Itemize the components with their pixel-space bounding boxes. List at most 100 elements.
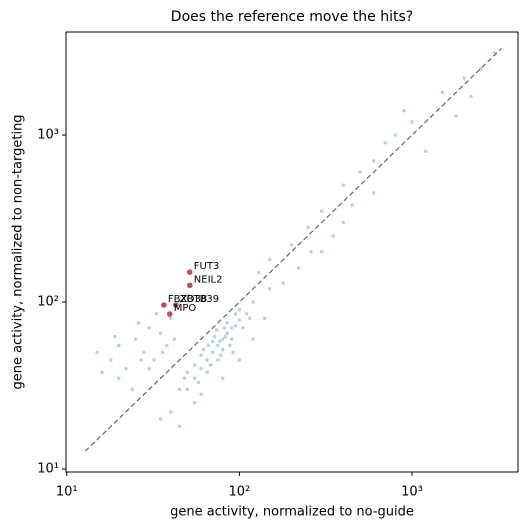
highlight-point bbox=[186, 269, 193, 275]
data-point bbox=[229, 326, 234, 330]
data-point bbox=[109, 358, 113, 362]
data-point bbox=[440, 90, 445, 95]
data-point bbox=[158, 416, 163, 421]
data-point bbox=[233, 312, 238, 316]
data-point bbox=[267, 287, 272, 291]
data-point bbox=[177, 300, 182, 304]
data-point bbox=[244, 312, 249, 316]
data-point bbox=[371, 159, 376, 163]
data-point bbox=[289, 243, 294, 247]
data-point bbox=[192, 363, 197, 367]
data-point bbox=[192, 400, 197, 405]
data-point bbox=[220, 376, 225, 380]
data-point bbox=[296, 266, 301, 270]
data-point bbox=[196, 380, 201, 385]
data-point bbox=[309, 249, 313, 254]
data-point bbox=[210, 339, 215, 344]
data-point bbox=[251, 337, 255, 341]
data-point bbox=[177, 387, 182, 392]
data-point bbox=[228, 343, 232, 348]
x-tick-label: 10² bbox=[229, 485, 251, 500]
data-point bbox=[116, 376, 121, 380]
data-point bbox=[168, 410, 173, 414]
data-point bbox=[319, 249, 324, 254]
data-point bbox=[358, 170, 362, 174]
data-point bbox=[393, 133, 398, 137]
data-point bbox=[113, 334, 117, 339]
data-point bbox=[216, 343, 220, 348]
identity-line bbox=[84, 48, 502, 452]
y-tick-label: 10² bbox=[37, 295, 59, 310]
data-point bbox=[220, 337, 225, 341]
data-point bbox=[100, 370, 104, 375]
data-point bbox=[205, 358, 209, 362]
highlight-point bbox=[166, 311, 173, 317]
point-label: NEIL2 bbox=[194, 274, 223, 285]
data-point bbox=[185, 293, 190, 297]
data-point bbox=[182, 376, 187, 380]
data-point bbox=[185, 370, 190, 375]
x-tick-label: 10¹ bbox=[56, 485, 78, 500]
highlight-point bbox=[172, 302, 179, 308]
data-point bbox=[462, 76, 466, 80]
data-point bbox=[454, 114, 458, 118]
data-point bbox=[136, 321, 141, 325]
data-point bbox=[267, 257, 272, 262]
x-axis-label: gene activity, normalized to no-guide bbox=[170, 505, 414, 520]
data-point bbox=[423, 149, 428, 154]
data-point bbox=[402, 108, 406, 113]
data-point bbox=[206, 343, 211, 348]
data-point bbox=[331, 233, 336, 238]
point-label: ZBTB39 bbox=[180, 294, 219, 305]
data-point bbox=[177, 424, 182, 429]
point-label: FBXO38 bbox=[168, 294, 207, 305]
data-point bbox=[248, 316, 252, 321]
data-point bbox=[210, 350, 215, 355]
data-point bbox=[225, 321, 230, 325]
data-point bbox=[469, 94, 473, 99]
data-point bbox=[225, 331, 230, 336]
data-point bbox=[147, 366, 151, 371]
x-tick-label: 10³ bbox=[401, 485, 423, 500]
data-point bbox=[383, 140, 388, 145]
y-tick-label: 10³ bbox=[37, 128, 59, 143]
chart-title: Does the reference move the hits? bbox=[171, 9, 413, 25]
data-point bbox=[212, 334, 217, 339]
data-point bbox=[208, 363, 213, 367]
data-point bbox=[220, 347, 225, 352]
point-label: MPO bbox=[174, 303, 197, 314]
data-point bbox=[130, 387, 135, 392]
data-point bbox=[154, 312, 159, 316]
data-point bbox=[199, 392, 203, 397]
data-point bbox=[241, 326, 245, 330]
data-point bbox=[251, 300, 255, 304]
data-point bbox=[237, 307, 242, 312]
data-point bbox=[139, 358, 144, 362]
data-point bbox=[95, 350, 99, 355]
data-point bbox=[233, 324, 238, 328]
data-point bbox=[281, 281, 286, 285]
data-point bbox=[199, 366, 203, 371]
data-point bbox=[185, 387, 190, 392]
data-point bbox=[133, 337, 138, 341]
point-label: FUT3 bbox=[194, 261, 220, 272]
data-point bbox=[257, 270, 261, 275]
data-point bbox=[410, 120, 414, 124]
data-point bbox=[217, 339, 222, 344]
highlight-point bbox=[186, 282, 193, 289]
y-axis-label: gene activity, normalized to non-targeti… bbox=[11, 114, 26, 389]
data-point bbox=[215, 328, 219, 332]
data-point bbox=[192, 376, 197, 380]
data-point bbox=[168, 316, 173, 321]
data-point bbox=[262, 316, 267, 321]
data-point bbox=[231, 350, 235, 355]
data-point bbox=[158, 331, 163, 336]
data-point bbox=[152, 358, 156, 362]
data-point bbox=[341, 183, 346, 188]
y-tick-label: 10¹ bbox=[37, 462, 59, 477]
data-point bbox=[201, 347, 206, 352]
data-point bbox=[216, 358, 220, 362]
data-point bbox=[306, 225, 310, 230]
data-point bbox=[237, 318, 242, 322]
data-point bbox=[199, 353, 203, 358]
